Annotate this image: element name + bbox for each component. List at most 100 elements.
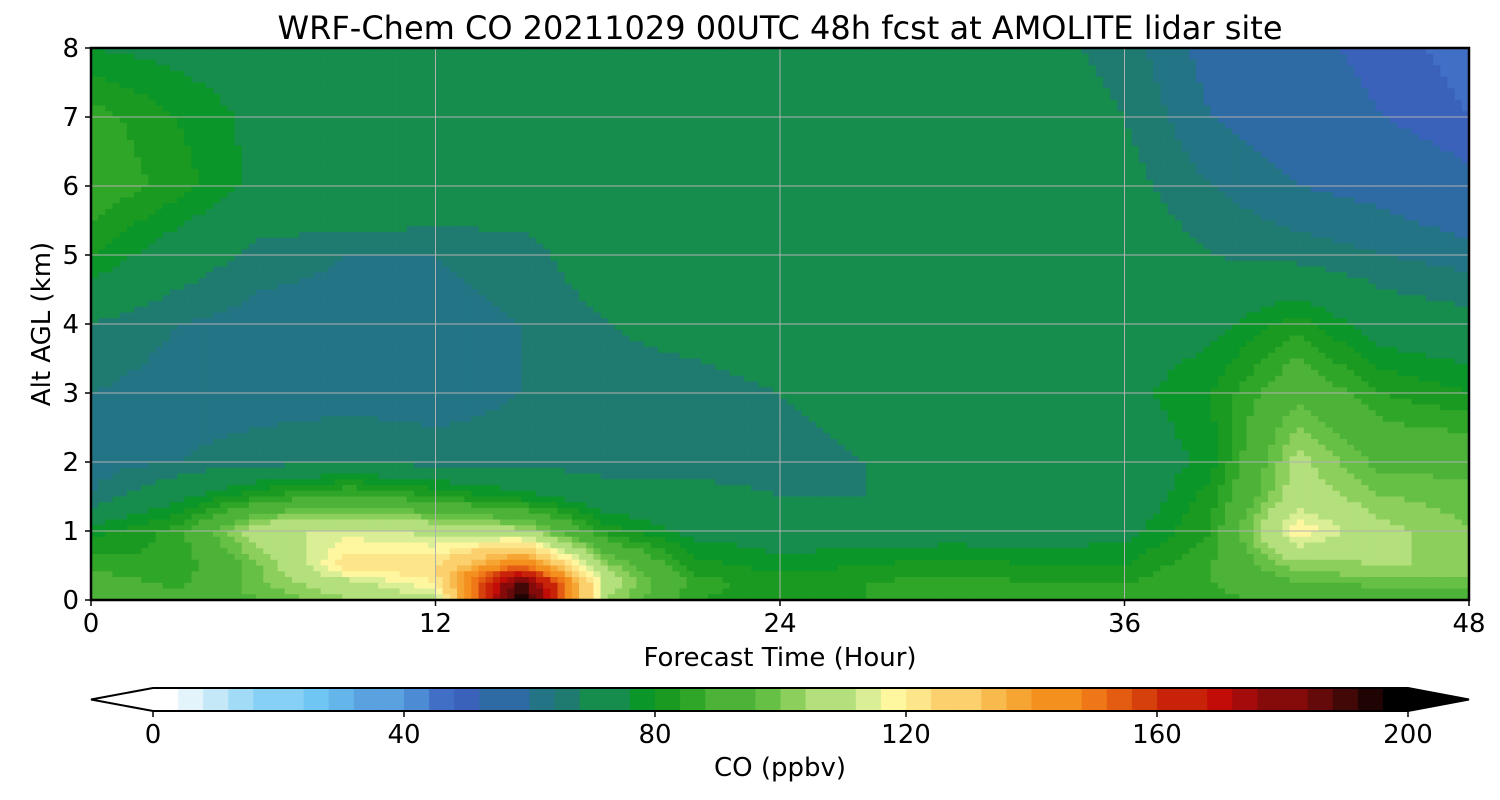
heat-cell — [457, 111, 465, 118]
heat-cell — [1203, 186, 1212, 193]
heat-cell — [1361, 94, 1370, 101]
heat-cell — [629, 99, 638, 107]
heat-cell — [1189, 48, 1197, 55]
heat-cell — [1002, 59, 1011, 66]
heat-cell — [442, 99, 451, 107]
heat-cell — [1311, 122, 1319, 130]
heat-cell — [571, 105, 580, 112]
heat-cell — [729, 140, 738, 147]
heat-cell — [134, 82, 142, 89]
heat-cell — [1440, 140, 1449, 147]
heat-cell — [614, 174, 623, 181]
heat-cell — [1253, 105, 1262, 112]
heat-cell — [485, 180, 494, 187]
heat-cell — [141, 94, 150, 101]
heat-cell — [672, 174, 681, 181]
heat-cell — [1454, 145, 1463, 153]
heat-cell — [715, 111, 724, 118]
heat-cell — [464, 105, 472, 112]
heat-cell — [1146, 65, 1154, 72]
heat-cell — [808, 168, 817, 176]
heat-cell — [593, 122, 602, 130]
heat-cell — [679, 174, 688, 181]
heat-cell — [356, 105, 365, 112]
heat-cell — [471, 111, 480, 118]
heat-cell — [736, 99, 745, 107]
heat-cell — [887, 122, 896, 130]
heat-cell — [1024, 111, 1032, 118]
heat-cell — [780, 88, 788, 95]
heat-cell — [701, 157, 709, 164]
heat-cell — [507, 145, 516, 153]
heat-cell — [1232, 140, 1240, 147]
heat-cell — [485, 88, 494, 95]
heat-cell — [722, 105, 731, 112]
heat-cell — [643, 82, 652, 89]
heat-cell — [1260, 99, 1269, 107]
heat-cell — [349, 174, 358, 181]
heat-cell — [514, 59, 523, 66]
heat-cell — [1024, 157, 1032, 164]
heat-cell — [1239, 191, 1248, 199]
heat-cell — [1224, 48, 1233, 55]
heat-cell — [284, 145, 293, 153]
heat-cell — [815, 76, 824, 84]
heat-cell — [1232, 157, 1240, 164]
heat-cell — [593, 65, 602, 72]
heat-cell — [902, 191, 910, 199]
heat-cell — [801, 65, 810, 72]
heat-cell — [837, 117, 846, 124]
heat-cell — [808, 111, 817, 118]
heat-cell — [1332, 191, 1341, 199]
heat-cell — [1282, 94, 1291, 101]
heat-cell — [1390, 134, 1398, 141]
heat-cell — [622, 82, 630, 89]
heat-cell — [1160, 53, 1169, 61]
heat-cell — [550, 53, 559, 61]
heat-cell — [1239, 151, 1248, 158]
heat-cell — [335, 191, 343, 199]
heat-cell — [1174, 128, 1183, 135]
heat-cell — [736, 76, 745, 84]
heat-cell — [866, 168, 874, 176]
heat-cell — [873, 140, 882, 147]
heat-cell — [1354, 163, 1362, 170]
heat-cell — [378, 53, 386, 61]
heat-cell — [636, 111, 645, 118]
heat-cell — [1375, 71, 1384, 78]
heat-cell — [1146, 76, 1154, 84]
heat-cell — [729, 105, 738, 112]
heat-cell — [937, 191, 946, 199]
heat-cell — [162, 105, 171, 112]
heat-cell — [600, 82, 609, 89]
heat-cell — [708, 111, 717, 118]
heat-cell — [1354, 134, 1362, 141]
heat-cell — [952, 122, 961, 130]
heat-cell — [148, 180, 157, 187]
heat-cell — [1275, 145, 1283, 153]
heat-cell — [1260, 151, 1269, 158]
heat-cell — [629, 88, 638, 95]
heat-cell — [808, 151, 817, 158]
heat-cell — [457, 128, 465, 135]
heat-cell — [169, 65, 178, 72]
heat-cell — [1325, 128, 1334, 135]
heat-cell — [945, 105, 953, 112]
heat-cell — [564, 76, 573, 84]
heat-cell — [909, 71, 917, 78]
heat-cell — [514, 180, 523, 187]
heat-cell — [844, 140, 853, 147]
heat-cell — [213, 168, 221, 176]
heat-cell — [672, 134, 681, 141]
heat-cell — [291, 186, 300, 193]
heat-cell — [413, 134, 422, 141]
heat-cell — [205, 111, 214, 118]
heat-cell — [1131, 168, 1140, 176]
heat-cell — [277, 180, 286, 187]
heat-cell — [916, 99, 925, 107]
heat-cell — [313, 157, 322, 164]
heat-cell — [514, 186, 523, 193]
heat-cell — [1095, 157, 1104, 164]
heat-cell — [701, 191, 709, 199]
heat-cell — [866, 82, 874, 89]
